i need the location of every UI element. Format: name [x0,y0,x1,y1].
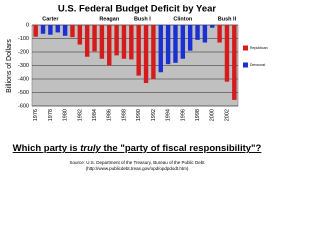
bar [136,25,141,76]
bar [165,25,171,65]
bar [33,25,38,37]
president-label: Bush I [134,16,151,22]
x-tick-label: 1988 [121,109,127,121]
bar [232,25,237,100]
question-part: Which party is [13,143,81,154]
y-tick-label: -400 [18,76,29,82]
y-axis-label: Billions of Dollars [6,39,13,93]
y-tick-label: 0 [26,22,29,28]
bar [195,25,200,40]
bar [99,25,105,59]
x-tick-label: 2002 [224,109,230,121]
bar [158,25,163,73]
x-tick-label: 1976 [33,109,39,121]
bar [55,25,60,33]
bar [202,25,208,43]
legend-label: Democrat [250,63,265,67]
x-tick-label: 1982 [77,109,83,121]
bar [173,25,178,63]
x-tick-label: 2000 [210,109,216,121]
x-tick-label: 1980 [63,109,69,121]
president-label: Carter [42,16,59,22]
president-label: Reagan [99,16,120,22]
bar [217,25,222,43]
legend-label: Republican [250,46,268,50]
bar [62,25,68,36]
bar [121,25,127,59]
source: Source: U.S. Department of the Treasury,… [70,160,206,165]
bar [180,25,186,59]
president-label: Clinton [173,16,193,22]
bar [114,25,119,56]
legend-swatch [243,62,248,68]
question-part: truly [80,143,101,154]
legend-swatch [243,45,248,51]
x-tick-label: 1986 [107,109,113,121]
x-tick-label: 1992 [151,109,157,121]
question: Which party is truly the "party of fisca… [13,143,262,154]
bar [224,25,230,82]
bar [77,25,83,45]
x-tick-label: 1994 [166,109,172,121]
bar [143,25,149,84]
chart-title: U.S. Federal Budget Deficit by Year [58,4,217,15]
x-tick-label: 1984 [92,109,98,121]
bar [84,25,90,57]
bar [187,25,193,51]
x-tick-label: 1998 [195,109,201,121]
y-tick-label: -200 [18,49,29,55]
question-part: the "party of fiscal responsibility"? [101,143,262,154]
bar [210,25,215,28]
bar [107,25,112,66]
y-tick-label: -100 [18,36,29,42]
bar [129,25,134,60]
source: (http://www.publicdebt.treas.gov/opd/opd… [86,166,189,171]
bar [151,25,156,79]
president-label: Bush II [218,16,237,22]
chart: U.S. Federal Budget Deficit by Year Bill… [5,3,268,172]
bar [48,25,53,35]
bar [40,25,46,34]
y-tick-label: -600 [18,103,29,109]
y-tick-label: -500 [18,90,29,96]
y-tick-label: -300 [18,63,29,69]
bar [92,25,97,52]
x-tick-label: 1990 [136,109,142,121]
x-tick-label: 1978 [48,109,54,121]
x-tick-label: 1996 [180,109,186,121]
bar [70,25,75,38]
